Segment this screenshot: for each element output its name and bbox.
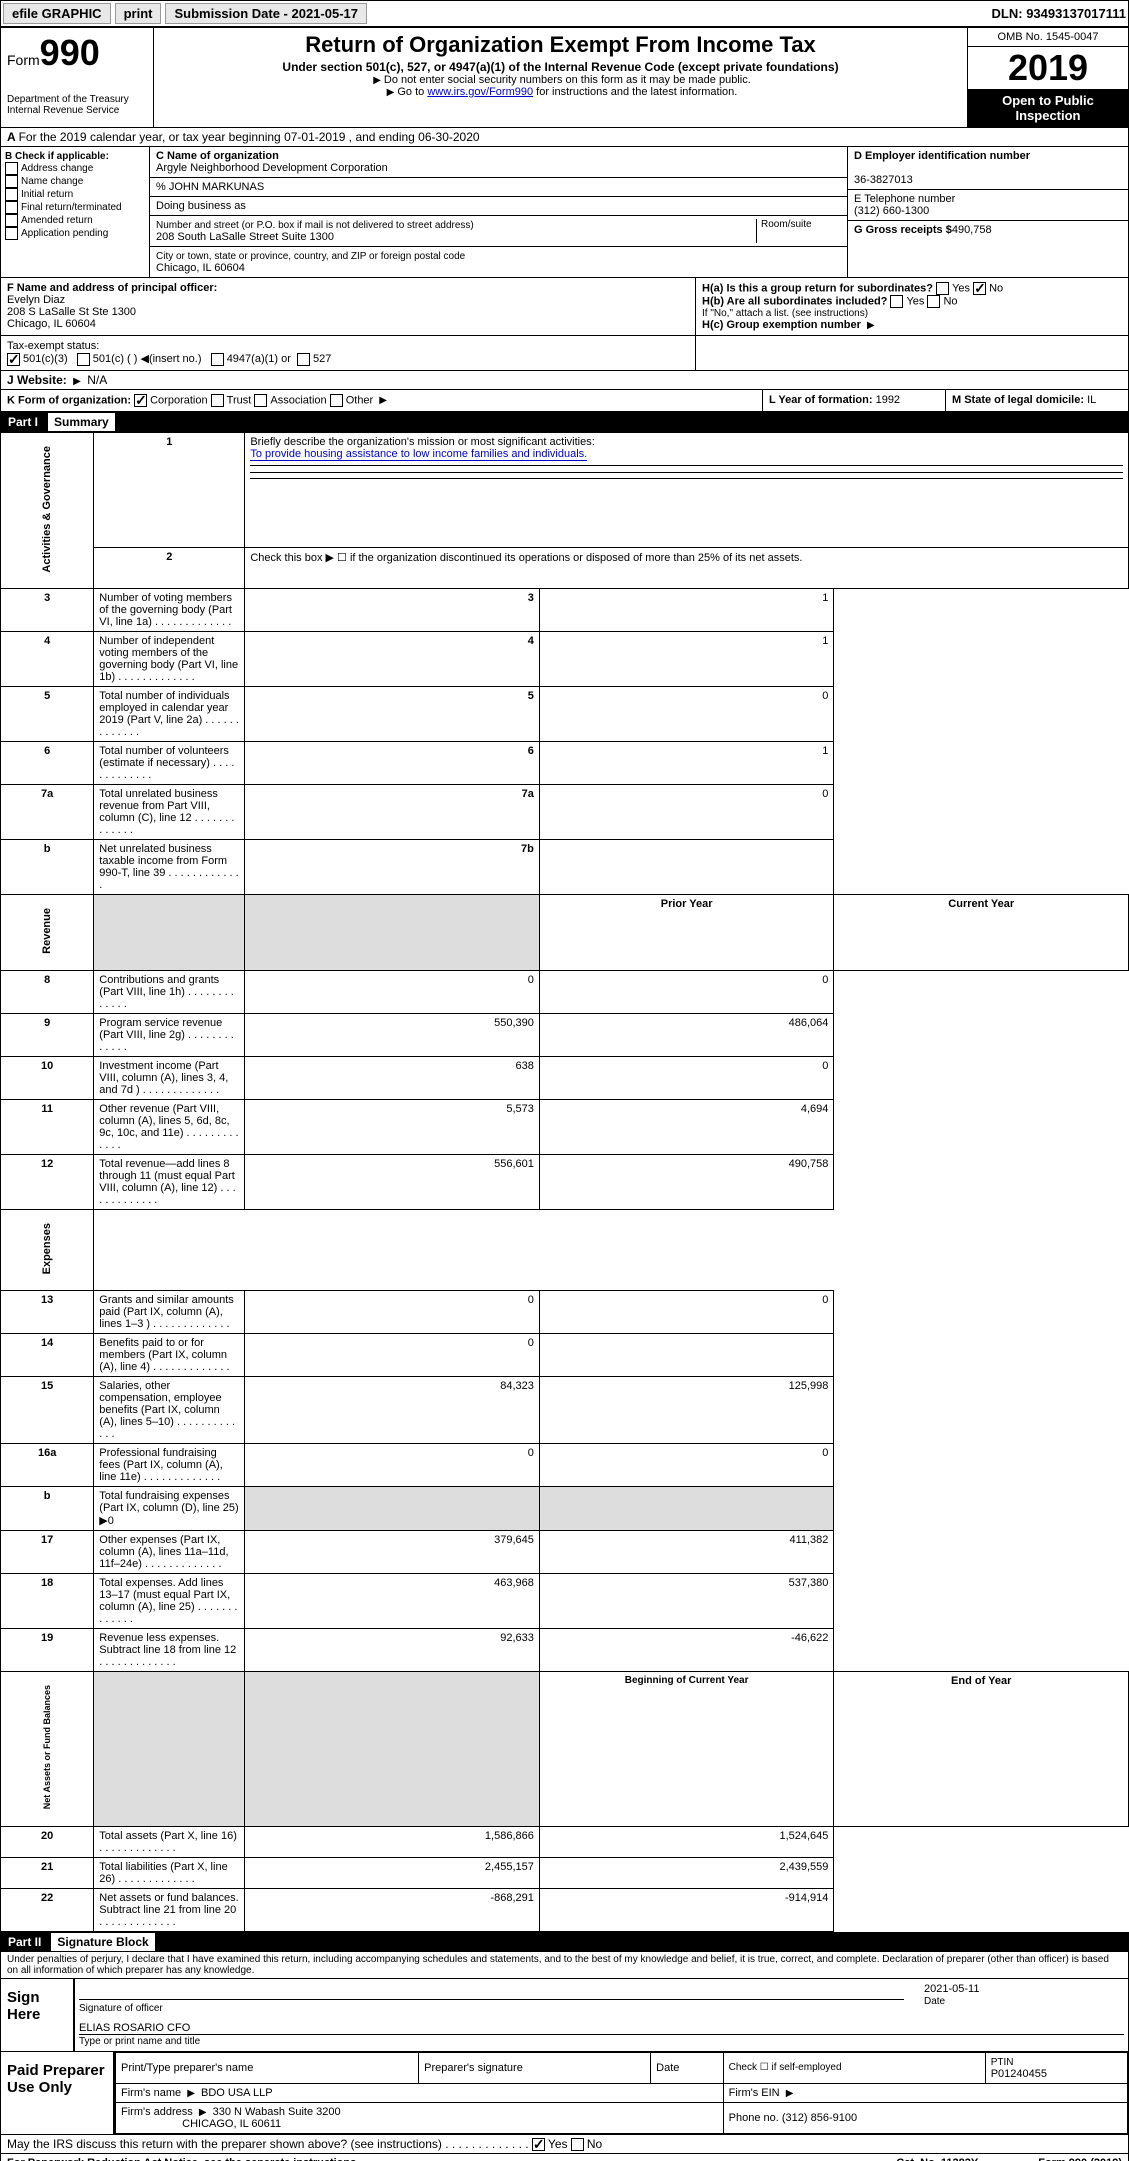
domicile: IL: [1087, 394, 1096, 406]
form-title: Return of Organization Exempt From Incom…: [158, 32, 963, 58]
org-name: Argyle Neighborhood Development Corporat…: [156, 162, 388, 174]
form-prefix: Form: [7, 52, 40, 68]
ein: 36-3827013: [854, 174, 913, 186]
omb: OMB No. 1545-0047: [968, 28, 1128, 47]
row-website: J Website: N/A: [0, 371, 1129, 390]
ha-yes-checkbox[interactable]: [936, 282, 949, 295]
paid-preparer: Paid Preparer Use Only Print/Type prepar…: [0, 2052, 1129, 2135]
part2-header: Part II Signature Block: [0, 1932, 1129, 1952]
officer-name: Evelyn Diaz: [7, 294, 65, 306]
discuss-yes-checkbox[interactable]: [532, 2138, 545, 2151]
header-block: B Check if applicable: Address changeNam…: [0, 147, 1129, 278]
form-number: 990: [40, 32, 100, 73]
summary-table: Activities & Governance 1 Briefly descri…: [0, 432, 1129, 1932]
prep-phone: (312) 856-9100: [782, 2112, 857, 2124]
box-d: D Employer identification number36-38270…: [848, 147, 1128, 277]
section-net: Net Assets or Fund Balances: [42, 1675, 52, 1819]
row-a: A For the 2019 calendar year, or tax yea…: [0, 128, 1129, 147]
website-val: N/A: [87, 373, 107, 387]
501c3-checkbox[interactable]: [7, 353, 20, 366]
topbar: efile GRAPHIC print Submission Date - 20…: [0, 0, 1129, 27]
part1-header: Part I Summary: [0, 412, 1129, 432]
tax-year: 2019: [968, 47, 1128, 89]
hb-no-checkbox[interactable]: [927, 295, 940, 308]
firm-name: BDO USA LLP: [201, 2087, 273, 2099]
row-klm: K Form of organization: Corporation Trus…: [0, 390, 1129, 412]
open-public: Open to Public Inspection: [968, 89, 1128, 127]
hb-yes-checkbox[interactable]: [890, 295, 903, 308]
box-c: C Name of organizationArgyle Neighborhoo…: [150, 147, 848, 277]
ha-no-checkbox[interactable]: [973, 282, 986, 295]
perjury: Under penalties of perjury, I declare th…: [0, 1952, 1129, 1979]
print-button[interactable]: print: [115, 3, 162, 24]
city: Chicago, IL 60604: [156, 262, 245, 274]
discuss-row: May the IRS discuss this return with the…: [0, 2135, 1129, 2154]
box-b: B Check if applicable: Address changeNam…: [1, 147, 150, 277]
ptin: P01240455: [991, 2068, 1047, 2080]
row-f-h: F Name and address of principal officer:…: [0, 278, 1129, 336]
section-ag: Activities & Governance: [41, 436, 53, 583]
discuss-no-checkbox[interactable]: [571, 2138, 584, 2151]
signer-name: ELIAS ROSARIO CFO: [79, 2022, 1124, 2035]
phone: (312) 660-1300: [854, 205, 929, 217]
form-subtitle-2: Do not enter social security numbers on …: [158, 74, 963, 86]
submission-date: Submission Date - 2021-05-17: [165, 3, 367, 24]
sign-block: Sign Here Signature of officer2021-05-11…: [0, 1979, 1129, 2052]
row-tax-status: Tax-exempt status: 501(c)(3) 501(c) ( ) …: [0, 336, 1129, 371]
irs-link[interactable]: www.irs.gov/Form990: [427, 86, 533, 98]
footer: For Paperwork Reduction Act Notice, see …: [0, 2154, 1129, 2161]
form-subtitle-1: Under section 501(c), 527, or 4947(a)(1)…: [158, 60, 963, 74]
dln: DLN: 93493137017111: [992, 6, 1126, 21]
form-header: Form990 Department of the Treasury Inter…: [0, 27, 1129, 128]
section-exp: Expenses: [41, 1213, 53, 1284]
section-rev: Revenue: [41, 898, 53, 964]
efile-button[interactable]: efile GRAPHIC: [3, 3, 111, 24]
care-of: % JOHN MARKUNAS: [150, 178, 847, 197]
address: 208 South LaSalle Street Suite 1300: [156, 231, 334, 243]
year-formation: 1992: [876, 394, 900, 406]
dept: Department of the Treasury Internal Reve…: [7, 94, 147, 116]
mission: To provide housing assistance to low inc…: [250, 448, 587, 461]
gross-receipts: 490,758: [952, 224, 992, 236]
